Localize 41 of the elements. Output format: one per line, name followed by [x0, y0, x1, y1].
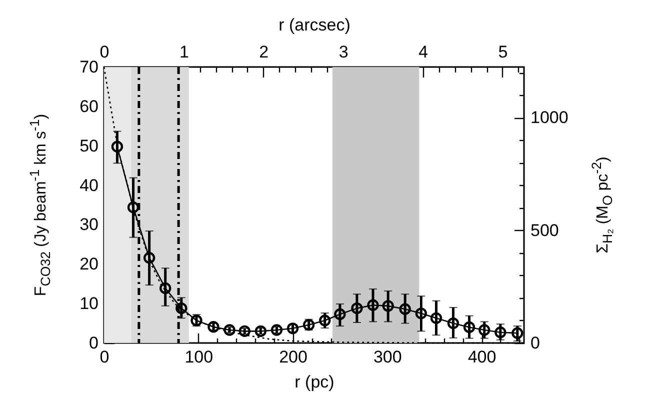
point: [494, 326, 506, 338]
y-tick-label: 70: [80, 58, 98, 76]
y-tick-label: 50: [80, 136, 98, 156]
point: [430, 312, 442, 324]
point: [463, 321, 476, 334]
point: [351, 302, 363, 314]
y-tick-label: 10: [80, 294, 98, 314]
point: [478, 324, 490, 336]
x2-tick-label: 2: [259, 42, 269, 62]
x2-tick-label: 3: [338, 42, 348, 62]
y-tick-label: 0: [89, 334, 98, 352]
point: [382, 300, 394, 312]
x2-tick-label: 1: [179, 42, 189, 62]
x-tick-label: 200: [279, 348, 308, 366]
x-axis-title: r (pc): [294, 372, 334, 392]
x2-tick-label: 5: [498, 42, 508, 62]
point: [415, 308, 427, 320]
point: [512, 327, 524, 339]
point: [447, 317, 460, 330]
y-tick-label: 60: [80, 96, 98, 116]
y-tick-label: 20: [80, 254, 98, 274]
x2-axis-title: r (arcsec): [278, 16, 350, 34]
x-tick-label: 100: [184, 348, 214, 366]
y-tick-label: 30: [80, 215, 98, 234]
point: [367, 299, 379, 311]
y-tick-label: 40: [80, 176, 98, 195]
x-tick-label: 400: [468, 348, 496, 366]
x2-tick-label: 4: [418, 42, 428, 62]
y2-tick-label: 0: [530, 334, 540, 352]
point: [190, 314, 202, 326]
point: [176, 302, 188, 314]
point: [127, 202, 140, 214]
point: [160, 282, 172, 294]
point: [399, 303, 411, 315]
point: [334, 308, 346, 320]
y2-tick-label: 1000: [530, 108, 568, 128]
point: [111, 140, 124, 152]
point: [319, 314, 331, 326]
point: [143, 252, 156, 264]
y2-tick-label: 500: [530, 220, 559, 240]
x-tick-label: 300: [373, 348, 402, 366]
